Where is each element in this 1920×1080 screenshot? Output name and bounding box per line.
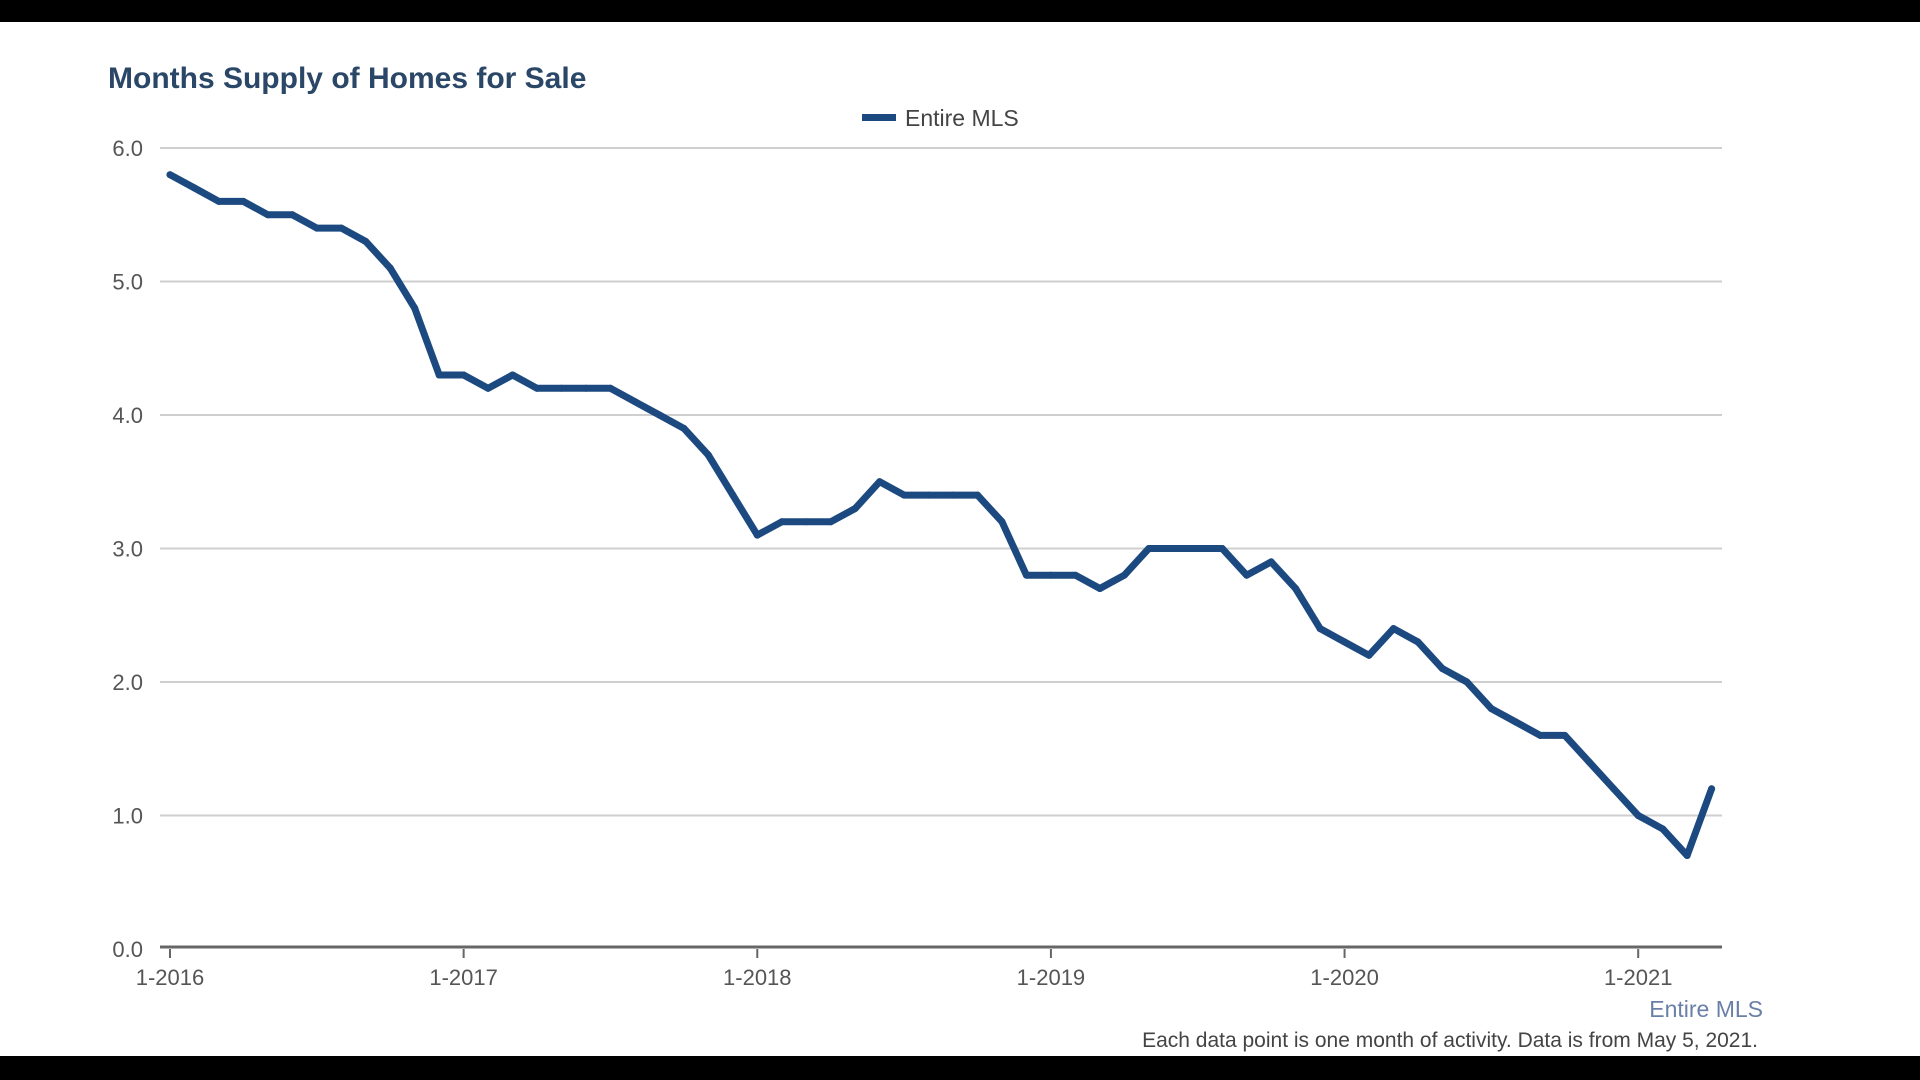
- data-point: [827, 518, 835, 526]
- data-point: [1071, 571, 1079, 579]
- y-tick-label: 3.0: [112, 537, 143, 562]
- y-tick-label: 4.0: [112, 403, 143, 428]
- data-point: [264, 211, 272, 219]
- data-point: [1243, 571, 1251, 579]
- data-point: [729, 491, 737, 499]
- bottom-letterbox: [0, 1056, 1920, 1080]
- data-point: [802, 518, 810, 526]
- data-point: [386, 264, 394, 272]
- data-point: [851, 504, 859, 512]
- data-point: [778, 518, 786, 526]
- y-tick-label: 5.0: [112, 270, 143, 295]
- data-point: [1169, 545, 1177, 552]
- data-point: [1512, 718, 1520, 726]
- data-point: [362, 237, 370, 245]
- data-point: [1316, 625, 1324, 633]
- data-point: [1365, 651, 1373, 659]
- data-point: [925, 491, 933, 499]
- data-point: [1634, 812, 1642, 819]
- data-point: [998, 518, 1006, 526]
- data-point: [1561, 731, 1569, 739]
- y-tick-label: 2.0: [112, 670, 143, 695]
- data-point: [753, 531, 761, 539]
- data-point: [190, 184, 198, 192]
- legend-swatch: [862, 114, 896, 121]
- data-point: [558, 384, 566, 392]
- chart-title: Months Supply of Homes for Sale: [108, 62, 586, 95]
- data-point: [509, 371, 517, 379]
- data-point: [1047, 571, 1055, 579]
- data-point: [313, 224, 321, 232]
- legend: Entire MLS: [862, 105, 1019, 131]
- y-tick-label: 6.0: [112, 136, 143, 161]
- data-point: [288, 211, 296, 219]
- data-point: [1390, 625, 1397, 633]
- x-tick-label: 1-2018: [723, 965, 792, 990]
- data-point: [1536, 731, 1544, 739]
- data-point: [876, 478, 884, 486]
- data-point: [1120, 571, 1128, 579]
- x-tick-label: 1-2017: [429, 965, 498, 990]
- axis-caption: Entire MLS: [1649, 996, 1763, 1022]
- data-point: [631, 398, 639, 406]
- data-point: [680, 424, 688, 432]
- y-tick-label: 1.0: [112, 804, 143, 829]
- data-point: [606, 384, 614, 392]
- data-point: [1292, 585, 1300, 593]
- data-point: [1487, 705, 1495, 713]
- data-point: [460, 371, 468, 379]
- data-point: [949, 491, 957, 499]
- data-point: [1659, 825, 1667, 833]
- footnote: Each data point is one month of activity…: [1142, 1029, 1758, 1052]
- data-point: [1610, 785, 1618, 793]
- data-point: [1096, 585, 1104, 593]
- data-point: [582, 384, 590, 392]
- data-point: [1463, 678, 1471, 686]
- data-point: [215, 197, 223, 205]
- data-point: [704, 451, 712, 459]
- data-point: [166, 171, 174, 179]
- data-point: [1683, 852, 1691, 860]
- x-tick-label: 1-2016: [136, 965, 205, 990]
- data-point: [435, 371, 443, 379]
- data-point: [533, 384, 541, 392]
- data-point: [411, 304, 419, 312]
- data-point: [337, 224, 345, 232]
- data-point: [974, 491, 982, 499]
- y-tick-label: 0.0: [112, 937, 143, 962]
- x-tick-label: 1-2019: [1017, 965, 1086, 990]
- series-line: [166, 171, 1716, 859]
- data-point: [1218, 545, 1226, 552]
- x-tick-label: 1-2020: [1310, 965, 1379, 990]
- data-point: [1708, 785, 1716, 793]
- data-point: [655, 411, 663, 419]
- data-point: [1145, 545, 1153, 552]
- data-point: [1438, 665, 1446, 673]
- legend-label: Entire MLS: [905, 105, 1019, 131]
- data-point: [239, 197, 247, 205]
- data-point: [484, 384, 492, 392]
- data-point: [900, 491, 908, 499]
- data-point: [1585, 758, 1593, 766]
- x-tick-label: 1-2021: [1604, 965, 1673, 990]
- data-point: [1267, 558, 1275, 566]
- data-point: [1414, 638, 1422, 646]
- data-point: [1341, 638, 1349, 646]
- top-letterbox: [0, 0, 1920, 22]
- data-point: [1194, 545, 1202, 552]
- data-point: [1022, 571, 1030, 579]
